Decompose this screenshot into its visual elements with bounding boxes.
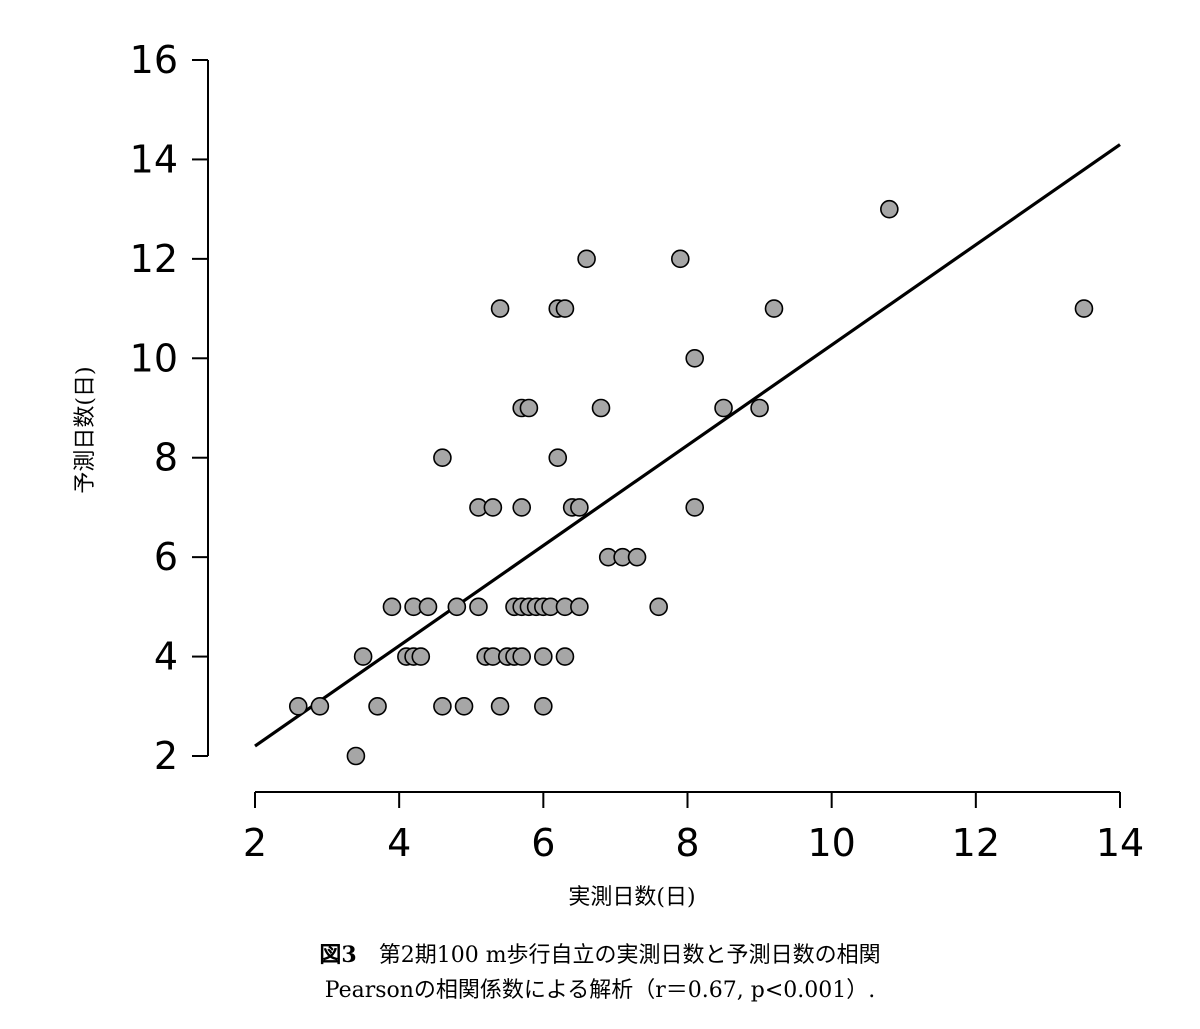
data-point — [483, 498, 503, 517]
regression-line-group — [254, 143, 1121, 748]
x-tick-label: 4 — [387, 821, 411, 865]
y-axis: 2 4 6 8 10 12 14 16 — [130, 38, 209, 778]
data-points — [288, 199, 1094, 766]
data-point — [534, 647, 553, 666]
data-point — [685, 498, 705, 517]
data-point — [649, 597, 668, 617]
data-point — [1074, 299, 1094, 318]
figure-caption-line-2: Pearsonの相関係数による解析（r＝0.67, p<0.001）. — [324, 978, 876, 1003]
figure-label: 図3 — [319, 942, 357, 968]
x-tick-label: 14 — [1096, 821, 1144, 865]
data-point — [519, 398, 539, 418]
data-point — [469, 597, 488, 617]
data-point — [368, 696, 387, 716]
regression-line — [254, 143, 1121, 748]
y-tick-label: 16 — [130, 38, 178, 82]
data-point — [591, 398, 611, 418]
y-tick-label: 10 — [130, 336, 178, 380]
data-point — [512, 498, 532, 517]
data-point — [714, 398, 733, 418]
y-axis-title: 予測日数(日) — [73, 366, 98, 493]
data-point — [570, 498, 589, 517]
x-axis-title: 実測日数(日) — [568, 885, 695, 910]
data-point — [418, 597, 438, 617]
data-point — [534, 696, 553, 716]
data-point — [627, 547, 647, 567]
data-point — [310, 696, 330, 716]
scatter-chart: 2 4 6 8 10 12 14 16 2 4 6 8 10 12 14 実測日数(日) 予測日数(日) — [73, 38, 1144, 910]
data-point — [454, 696, 474, 716]
data-point — [512, 647, 532, 666]
data-point — [411, 647, 431, 666]
y-tick-label: 2 — [154, 734, 178, 778]
data-point — [548, 448, 568, 468]
data-point — [490, 299, 510, 318]
y-tick-label: 4 — [154, 635, 178, 679]
y-tick-label: 8 — [154, 436, 178, 480]
y-tick-label: 12 — [130, 237, 178, 281]
data-point — [685, 348, 705, 368]
x-tick-label: 10 — [807, 821, 855, 865]
data-point — [353, 647, 373, 666]
data-point — [670, 249, 690, 269]
x-tick-label: 2 — [243, 821, 267, 865]
y-tick-label: 14 — [130, 137, 178, 181]
data-point — [288, 696, 308, 716]
data-point — [577, 249, 596, 269]
data-point — [433, 448, 452, 468]
data-point — [346, 746, 366, 766]
data-point — [555, 299, 575, 318]
data-point — [382, 597, 402, 617]
data-point — [447, 597, 467, 617]
x-tick-label: 6 — [531, 821, 555, 865]
data-point — [750, 398, 769, 418]
x-tick-label: 8 — [675, 821, 699, 865]
data-point — [880, 199, 899, 219]
x-axis: 2 4 6 8 10 12 14 — [243, 791, 1144, 865]
figure-caption-title: 第2期100 m歩行自立の実測日数と予測日数の相関 — [378, 943, 881, 968]
data-point — [433, 696, 452, 716]
data-point — [490, 696, 510, 716]
figure-caption-line-1: 図3 第2期100 m歩行自立の実測日数と予測日数の相関 — [0, 940, 1200, 971]
x-tick-label: 12 — [952, 821, 1000, 865]
data-point — [570, 597, 589, 617]
y-tick-label: 6 — [154, 535, 178, 579]
data-point — [764, 299, 784, 318]
data-point — [555, 647, 575, 666]
